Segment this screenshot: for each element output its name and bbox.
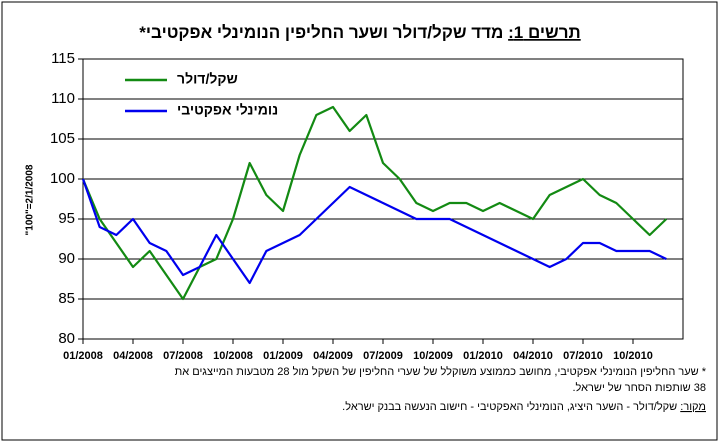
x-tick-label: 04/2009 xyxy=(313,350,353,362)
footnote: 38 שותפות הסחר של ישראל. xyxy=(572,381,706,394)
y-axis-label: "100"=2/1/2008 xyxy=(25,164,36,235)
title-text: מדד שקל/דולר ושער החליפין הנומינלי אפקטי… xyxy=(139,23,503,42)
footnote: * שער החליפין הנומינלי אפקטיבי, מחושב כמ… xyxy=(175,365,707,378)
x-tick-label: 04/2008 xyxy=(113,350,153,362)
series-line xyxy=(81,178,667,285)
y-tick-label: 90 xyxy=(58,250,75,267)
y-tick-label: 105 xyxy=(50,130,75,147)
series-line xyxy=(81,105,668,301)
y-tick-label: 80 xyxy=(58,330,75,347)
y-tick-label: 95 xyxy=(58,210,75,227)
y-tick-label: 100 xyxy=(50,170,75,187)
y-tick-label: 110 xyxy=(51,90,75,107)
x-tick-label: 07/2009 xyxy=(363,350,403,362)
x-tick-label: 10/2008 xyxy=(213,350,253,362)
source-text: שקל/דולר - השער היציג, הנומינלי האפקטיבי… xyxy=(342,400,677,413)
x-tick-label: 10/2010 xyxy=(613,350,653,362)
legend-label: נומינלי אפקטיבי xyxy=(177,102,278,118)
y-tick-label: 115 xyxy=(51,50,75,67)
x-tick-label: 04/2010 xyxy=(513,350,553,362)
x-tick-label: 07/2010 xyxy=(563,350,603,362)
plot-area xyxy=(82,58,684,340)
source: מקור: שקל/דולר - השער היציג, הנומינלי הא… xyxy=(342,400,706,413)
source-label: מקור: xyxy=(680,401,706,413)
x-tick-label: 01/2009 xyxy=(263,350,303,362)
x-tick-label: 10/2009 xyxy=(413,350,453,362)
x-tick-label: 01/2008 xyxy=(63,350,103,362)
legend-label: שקל/דולר xyxy=(177,71,238,87)
x-tick-label: 07/2008 xyxy=(163,350,203,362)
x-tick-label: 01/2010 xyxy=(463,350,503,362)
title-prefix: תרשים 1: xyxy=(508,23,581,42)
y-tick-label: 85 xyxy=(58,290,75,307)
chart-title: תרשים 1: מדד שקל/דולר ושער החליפין הנומי… xyxy=(139,23,580,42)
